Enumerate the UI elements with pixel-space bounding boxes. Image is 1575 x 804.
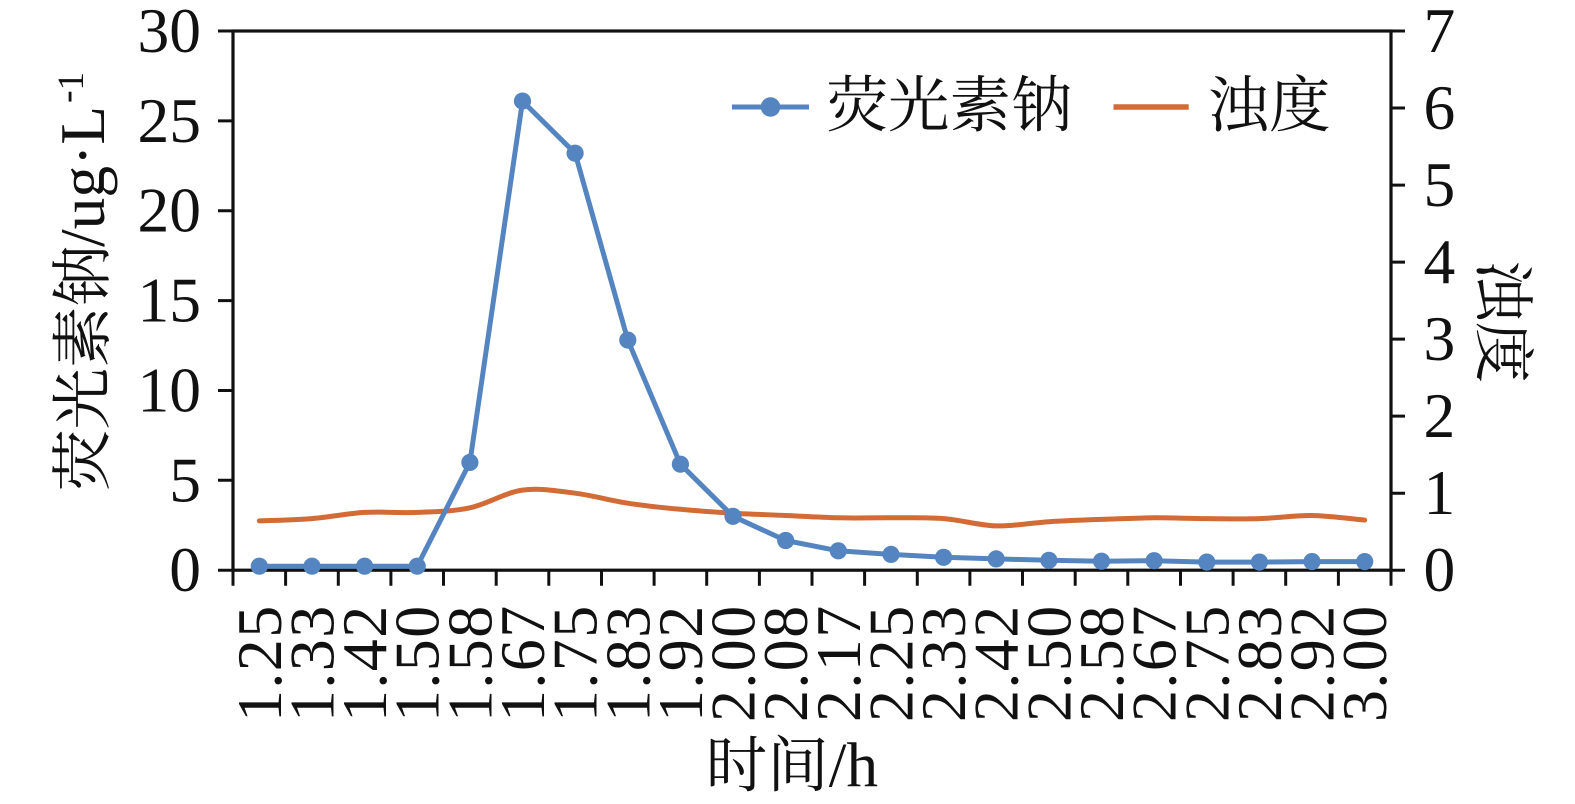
- svg-text:0: 0: [1424, 534, 1456, 605]
- svg-text:2.58: 2.58: [1066, 604, 1137, 722]
- svg-text:5: 5: [169, 444, 201, 515]
- svg-text:7: 7: [1424, 0, 1456, 66]
- svg-text:20: 20: [138, 175, 202, 246]
- svg-text:2.25: 2.25: [856, 604, 927, 722]
- svg-text:1.50: 1.50: [382, 604, 453, 722]
- svg-text:5: 5: [1424, 149, 1456, 220]
- svg-text:1.83: 1.83: [592, 604, 663, 722]
- svg-text:1.75: 1.75: [540, 604, 611, 722]
- svg-text:1.33: 1.33: [277, 604, 348, 722]
- svg-text:1: 1: [1424, 457, 1456, 528]
- svg-text:2.17: 2.17: [803, 604, 874, 722]
- svg-text:3.00: 3.00: [1329, 604, 1400, 722]
- svg-text:10: 10: [138, 355, 202, 426]
- svg-text:2.92: 2.92: [1277, 604, 1348, 722]
- svg-text:2.00: 2.00: [698, 604, 769, 722]
- svg-text:0: 0: [169, 534, 201, 605]
- svg-text:2.67: 2.67: [1119, 604, 1190, 722]
- svg-text:15: 15: [138, 265, 202, 336]
- svg-text:2: 2: [1424, 380, 1456, 451]
- svg-text:1.25: 1.25: [224, 604, 295, 722]
- svg-text:25: 25: [138, 85, 202, 156]
- svg-text:2.75: 2.75: [1171, 604, 1242, 722]
- svg-text:1.42: 1.42: [329, 604, 400, 722]
- svg-text:4: 4: [1424, 226, 1456, 297]
- svg-text:1.92: 1.92: [645, 604, 716, 722]
- svg-text:2.83: 2.83: [1224, 604, 1295, 722]
- svg-text:2.33: 2.33: [908, 604, 979, 722]
- svg-text:30: 30: [138, 0, 202, 66]
- svg-text:/ug·L: /ug·L: [47, 106, 118, 247]
- svg-text:3: 3: [1424, 303, 1456, 374]
- svg-text:1.67: 1.67: [487, 604, 558, 722]
- svg-text:2.08: 2.08: [750, 604, 821, 722]
- svg-text:-: -: [46, 90, 88, 103]
- svg-text:2.50: 2.50: [1013, 604, 1084, 722]
- svg-text:6: 6: [1424, 72, 1456, 143]
- svg-text:2.42: 2.42: [961, 604, 1032, 722]
- svg-text:/h: /h: [829, 730, 878, 801]
- svg-text:1.58: 1.58: [434, 604, 505, 722]
- svg-text:1: 1: [51, 72, 92, 91]
